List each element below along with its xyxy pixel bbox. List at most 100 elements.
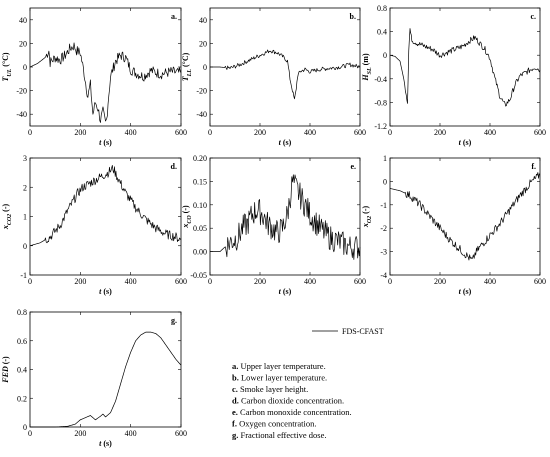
x-tick-label: 600 (534, 128, 546, 137)
x-tick-label: 400 (304, 277, 316, 286)
y-tick-label: 0 (23, 423, 27, 432)
y-tick-label: 0 (23, 242, 27, 251)
y-axis-label: HSL (m) (361, 53, 373, 82)
x-axis-label: t (s) (459, 287, 472, 296)
x-tick-label: 200 (434, 277, 446, 286)
x-tick-label: 0 (28, 128, 32, 137)
panel-label-f: f. (531, 162, 536, 171)
x-axis-symbol: t (279, 138, 282, 147)
x-axis-unit: (s) (281, 138, 292, 147)
plot-frame (389, 7, 541, 127)
y-tick-label: 40 (199, 16, 207, 25)
chart-panel-g: 0 200 400 600 0.8 0.6 0.4 0.2 0 t (s) FED (-) g. (1, 308, 187, 448)
panel-label-c: c. (530, 12, 536, 21)
series-line (29, 42, 182, 123)
x-axis-symbol: t (99, 138, 102, 147)
caption-text: Carbon dioxide concentration. (239, 396, 344, 406)
y-tick-label: 0.8 (377, 4, 387, 13)
y-tick-label: -20 (196, 87, 207, 96)
x-tick-label: 600 (175, 128, 187, 137)
y-tick-label: 0.05 (193, 224, 207, 233)
x-tick-label: 200 (254, 277, 266, 286)
y-tick-label: -1.2 (374, 122, 387, 131)
y-tick-label: 0.10 (193, 201, 207, 210)
x-axis-label: t (s) (279, 287, 292, 296)
x-axis-unit: (s) (101, 138, 112, 147)
y-tick-label: -2 (380, 224, 387, 233)
y-axis-symbol: FED (1, 366, 10, 384)
caption-text: Carbon monoxide concentration. (238, 407, 352, 417)
y-axis-label: FED (-) (1, 356, 10, 384)
series-line (29, 165, 182, 247)
panel-label-a: a. (171, 12, 177, 21)
series-line (389, 28, 541, 107)
chart-panel-f: 0 200 400 600 1 0 -1 -2 -3 -4 t (s) xO2 (-) f. (361, 154, 546, 296)
y-tick-label: 20 (19, 39, 27, 48)
y-tick-label: 40 (19, 16, 27, 25)
y-tick-label: 0.15 (193, 177, 207, 186)
panel-label-b: b. (350, 12, 356, 21)
x-tick-label: 600 (175, 277, 187, 286)
x-axis-label: t (s) (279, 138, 292, 147)
x-axis-label: t (s) (459, 138, 472, 147)
caption-text: Fractional effective dose. (238, 430, 326, 440)
y-axis-subscript: LL (187, 69, 193, 78)
y-tick-label: 20 (199, 39, 207, 48)
y-tick-label: 0.2 (17, 394, 27, 403)
panel-label-d: d. (171, 162, 177, 171)
y-axis-subscript: CO2 (7, 214, 13, 225)
y-axis-unit: (-) (361, 206, 370, 216)
y-tick-label: -0.05 (190, 271, 207, 280)
x-axis-unit: (s) (461, 138, 472, 147)
caption-item: d. Carbon dioxide concentration. (232, 396, 344, 406)
y-tick-label: -40 (16, 110, 27, 119)
caption-text: Lower layer temperature. (239, 373, 327, 383)
caption-item: a. Upper layer temperature. (232, 361, 326, 371)
plot-frame (209, 157, 361, 276)
legend: FDS-CFAST (312, 327, 384, 336)
y-tick-label: -3 (380, 248, 387, 257)
y-axis-symbol: T (1, 76, 10, 82)
caption-list: a. Upper layer temperature. b. Lower laye… (232, 361, 352, 440)
x-tick-label: 400 (484, 128, 496, 137)
x-tick-label: 400 (484, 277, 496, 286)
y-tick-label: 2 (23, 183, 27, 192)
x-axis-label: t (s) (99, 138, 112, 147)
y-axis-symbol: H (361, 74, 370, 82)
caption-letter: c. (232, 384, 238, 394)
y-axis-symbol: x (1, 225, 10, 230)
y-tick-label: 0 (23, 63, 27, 72)
y-axis-label: TUL (°C) (1, 52, 13, 82)
y-axis-unit: (°C) (1, 52, 10, 69)
panel-label-e: e. (350, 162, 356, 171)
x-axis-symbol: t (279, 287, 282, 296)
y-tick-label: 0.4 (17, 366, 27, 375)
caption-letter: f. (232, 419, 237, 429)
x-axis-symbol: t (99, 287, 102, 296)
y-axis-label: xCO (-) (181, 205, 193, 229)
y-tick-label: -1 (380, 201, 387, 210)
x-tick-label: 600 (175, 429, 187, 438)
caption-item: g. Fractional effective dose. (232, 430, 327, 440)
x-tick-label: 0 (28, 277, 32, 286)
y-axis-subscript: SL (367, 67, 373, 74)
caption-item: f. Oxygen concentration. (232, 419, 317, 429)
caption-letter: d. (232, 396, 239, 406)
x-axis-unit: (s) (281, 287, 292, 296)
x-axis-symbol: t (99, 439, 102, 448)
plot-frame (389, 157, 541, 276)
y-tick-label: 0.6 (17, 337, 27, 346)
caption-letter: g. (232, 430, 238, 440)
x-tick-label: 400 (125, 429, 137, 438)
x-axis-symbol: t (459, 287, 462, 296)
panel-label-g: g. (171, 316, 177, 325)
x-tick-label: 0 (28, 429, 32, 438)
y-axis-label: xCO2 (-) (1, 204, 13, 231)
y-tick-label: -0.4 (374, 75, 387, 84)
chart-panel-c: 0 200 400 600 0.8 0.4 0 -0.4 -0.8 -1.2 t (s) HSL (m… (361, 4, 546, 147)
y-axis-unit: (-) (181, 205, 190, 215)
series-line (210, 174, 361, 260)
